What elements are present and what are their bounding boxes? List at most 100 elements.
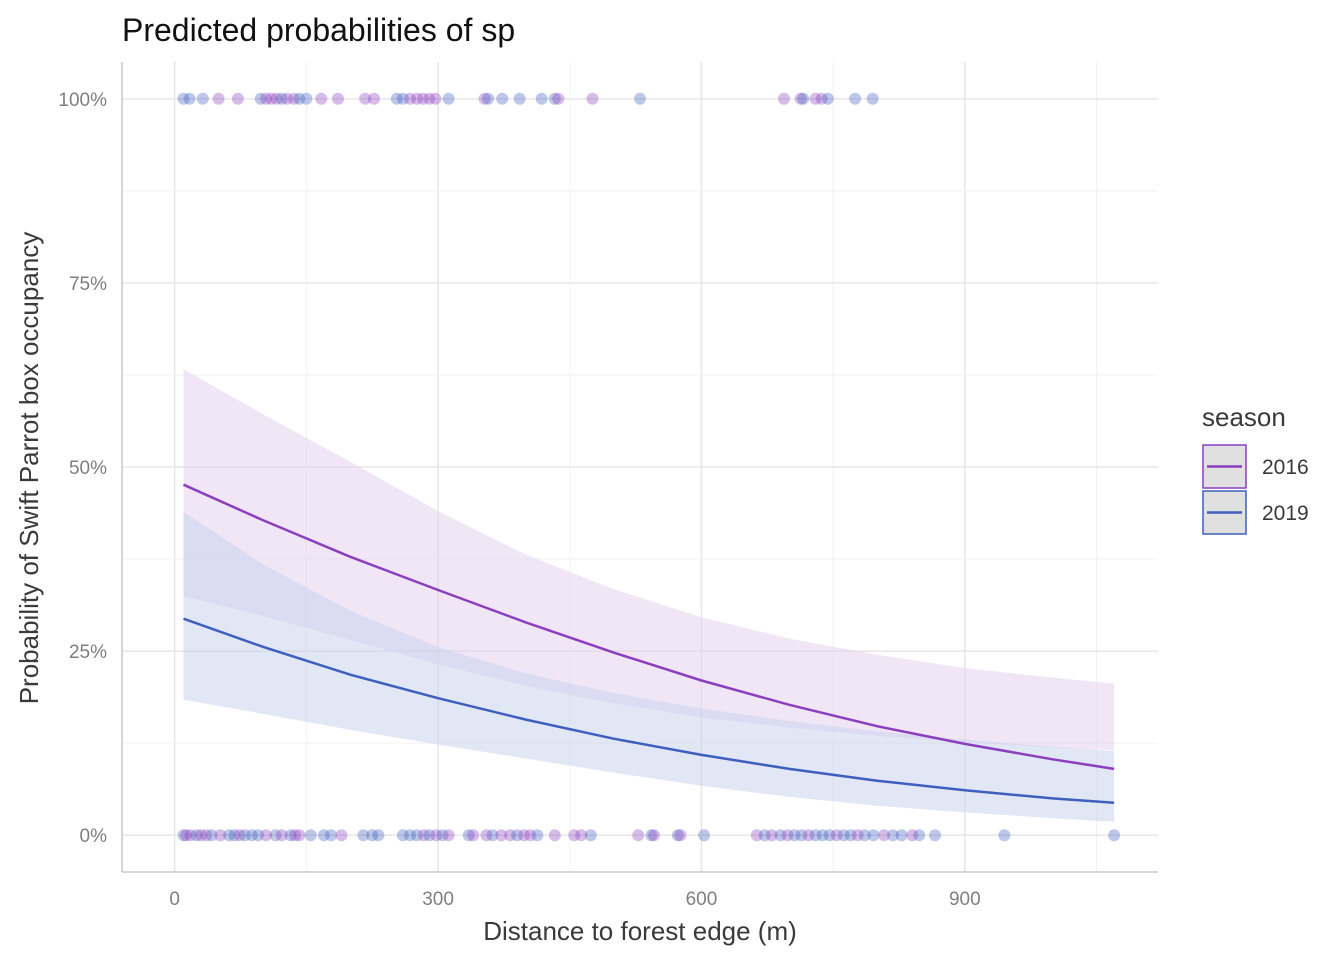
data-point-2019 (858, 829, 871, 842)
data-point-2019 (849, 92, 862, 105)
data-point-2016 (430, 829, 443, 842)
y-axis-title: Probability of Swift Parrot box occupanc… (14, 232, 44, 705)
data-point-2016 (518, 829, 531, 842)
data-point-2016 (214, 829, 227, 842)
data-point-2016 (648, 829, 660, 842)
data-point-2016 (467, 829, 480, 842)
data-point-2019 (645, 829, 658, 842)
data-point-2019 (671, 829, 684, 842)
prediction-line-2019 (183, 617, 1115, 805)
data-point-2019 (238, 829, 251, 842)
data-point-2016 (275, 829, 288, 842)
data-point-2016 (495, 829, 508, 842)
data-point-2019 (496, 92, 509, 105)
data-point-2019 (788, 829, 801, 842)
data-point-2019 (1108, 829, 1121, 842)
data-point-2016 (289, 829, 301, 842)
data-point-2019 (482, 92, 495, 105)
data-point-2019 (366, 829, 379, 842)
data-point-2016 (478, 92, 491, 105)
data-point-2019 (317, 829, 330, 842)
data-point-2016 (442, 829, 455, 842)
data-point-2016 (632, 829, 645, 842)
data-point-2019 (196, 92, 209, 105)
confidence-bands (183, 369, 1115, 822)
data-point-2016 (281, 92, 294, 105)
data-point-2016 (418, 829, 430, 842)
data-point-2019 (177, 92, 190, 105)
data-point-2016 (429, 92, 442, 105)
data-point-2016 (851, 829, 864, 842)
observation-points (177, 92, 1121, 842)
data-point-2016 (359, 92, 372, 105)
data-point-2016 (586, 92, 599, 105)
data-point-2016 (233, 829, 246, 842)
data-point-2016 (552, 92, 565, 105)
legend: season 2016 2019 (1202, 402, 1309, 535)
data-point-2019 (913, 829, 926, 842)
y-tick-label: 100% (58, 90, 107, 111)
data-point-2016 (548, 829, 561, 842)
data-point-2016 (524, 829, 537, 842)
data-point-2016 (335, 829, 348, 842)
data-point-2019 (634, 92, 646, 105)
data-point-2019 (998, 829, 1011, 842)
data-point-2019 (513, 92, 526, 105)
x-axis-title: Distance to forest edge (m) (483, 916, 797, 946)
data-point-2016 (404, 92, 416, 105)
data-point-2019 (252, 829, 265, 842)
data-point-2016 (417, 92, 430, 105)
data-point-2016 (315, 92, 328, 105)
data-point-2016 (200, 829, 213, 842)
data-point-2016 (195, 829, 207, 842)
data-point-2019 (177, 829, 190, 842)
data-point-2019 (821, 92, 834, 105)
y-tick-label: 0% (80, 826, 108, 847)
data-point-2016 (778, 92, 790, 105)
data-point-2019 (436, 829, 449, 842)
data-point-2016 (260, 829, 272, 842)
x-axis-ticks: 0 300 600 900 (169, 889, 980, 910)
data-point-2016 (906, 829, 919, 842)
data-point-2016 (815, 92, 828, 105)
x-tick-label: 900 (949, 889, 981, 910)
data-point-2019 (183, 92, 196, 105)
data-point-2016 (830, 829, 843, 842)
y-tick-label: 75% (69, 274, 107, 295)
data-point-2019 (228, 829, 241, 842)
data-point-2016 (802, 829, 815, 842)
x-tick-label: 600 (686, 889, 718, 910)
data-point-2019 (372, 829, 385, 842)
data-point-2019 (390, 92, 403, 105)
data-point-2019 (929, 829, 941, 842)
data-point-2019 (284, 829, 297, 842)
data-point-2019 (223, 829, 236, 842)
data-point-2016 (180, 829, 193, 842)
data-point-2019 (867, 829, 880, 842)
data-point-2016 (480, 829, 493, 842)
legend-title: season (1202, 402, 1286, 432)
data-point-2016 (270, 92, 283, 105)
data-point-2019 (205, 829, 218, 842)
data-point-2016 (368, 92, 380, 105)
data-point-2019 (844, 829, 857, 842)
x-tick-label: 0 (169, 889, 180, 910)
data-point-2019 (809, 829, 822, 842)
data-point-2016 (293, 829, 306, 842)
confidence-band-2019 (183, 511, 1115, 822)
data-point-2016 (265, 92, 278, 105)
legend-label-2016: 2016 (1262, 456, 1309, 479)
data-point-2019 (548, 92, 561, 105)
data-point-2019 (325, 829, 337, 842)
data-point-2016 (260, 92, 272, 105)
data-point-2019 (411, 829, 423, 842)
data-point-2019 (423, 829, 436, 842)
chart-title: Predicted probabilities of sp (122, 12, 515, 48)
data-point-2019 (304, 829, 317, 842)
data-point-2019 (866, 92, 879, 105)
data-point-2016 (184, 829, 197, 842)
x-tick-label: 300 (422, 889, 454, 910)
data-point-2016 (212, 92, 225, 105)
data-point-2016 (575, 829, 588, 842)
